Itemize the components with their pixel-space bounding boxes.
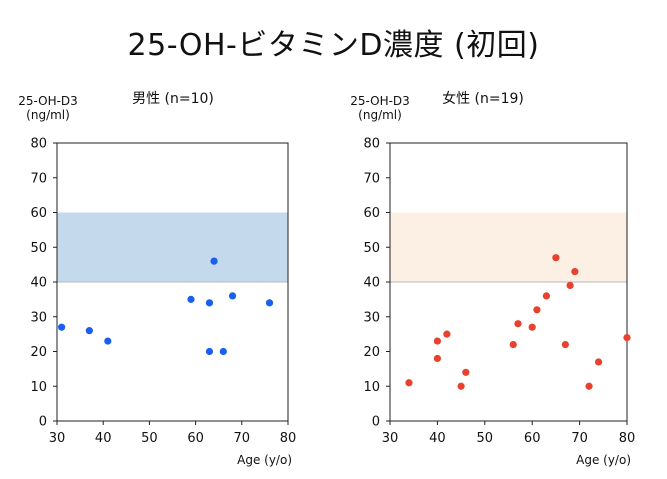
male-xtick-label: 80 (280, 431, 297, 446)
female-data-point (405, 379, 413, 387)
male-ytick-label: 50 (30, 241, 47, 256)
male-xtick-label: 40 (95, 431, 112, 446)
female-reference-band (390, 212, 627, 282)
female-data-point (528, 323, 536, 331)
male-ytick-label: 10 (30, 380, 47, 395)
male-xtick-label: 50 (141, 431, 158, 446)
male-panel-title: 男性 (n=10) (132, 91, 214, 107)
female-ytick-label: 20 (363, 345, 380, 360)
female-data-point (433, 337, 441, 345)
male-data-point (228, 292, 237, 300)
female-panel-title: 女性 (n=19) (442, 90, 524, 107)
male-data-point (187, 295, 195, 303)
male-reference-band (57, 212, 288, 282)
female-data-point (552, 254, 560, 262)
female-xtick-label: 70 (571, 431, 588, 446)
female-xtick-label: 60 (524, 431, 541, 446)
male-xtick-label: 30 (49, 431, 66, 446)
female-ytick-label: 60 (363, 206, 380, 221)
female-data-point (594, 358, 603, 366)
female-xtick-label: 50 (477, 431, 494, 446)
female-data-point (443, 330, 451, 338)
female-data-point (462, 368, 470, 376)
female-ytick-label: 10 (363, 380, 380, 395)
female-ytick-label: 40 (363, 276, 380, 291)
female-ylabel: 25-OH-D3 (350, 94, 410, 108)
male-xlabel: Age (y/o) (237, 453, 292, 467)
female-ylabel-unit: (ng/ml) (358, 108, 402, 122)
male-data-point (210, 257, 218, 265)
male-xtick-label: 60 (187, 431, 204, 446)
male-data-point (265, 299, 274, 307)
female-xtick-label: 80 (619, 431, 636, 446)
male-xtick-label: 70 (234, 431, 251, 446)
male-ylabel: 25-OH-D3 (18, 94, 78, 108)
page-title: 25-OH-ビタミンD濃度 (初回) (127, 28, 540, 63)
female-data-point (542, 292, 551, 300)
female-xtick-label: 30 (382, 431, 399, 446)
male-data-point (205, 299, 214, 307)
male-data-point (58, 323, 66, 331)
male-ytick-label: 60 (30, 206, 47, 221)
female-ytick-label: 70 (363, 171, 380, 186)
male-ytick-label: 20 (30, 345, 47, 360)
female-data-point (533, 306, 541, 314)
female-ytick-label: 50 (363, 241, 380, 256)
female-xlabel: Age (y/o) (576, 453, 631, 467)
male-data-point (104, 337, 112, 345)
male-ytick-label: 0 (39, 415, 47, 430)
male-ytick-label: 70 (30, 171, 47, 186)
male-data-point (205, 347, 214, 356)
female-data-point (571, 267, 579, 276)
male-data-point (219, 347, 227, 356)
female-data-point (561, 340, 569, 349)
female-data-point (509, 340, 517, 349)
male-ylabel-unit: (ng/ml) (26, 108, 70, 122)
female-ytick-label: 80 (363, 137, 380, 152)
female-ytick-label: 0 (372, 415, 380, 430)
female-data-point (585, 382, 593, 390)
female-data-point (457, 382, 465, 390)
female-data-point (433, 354, 441, 363)
female-data-point (623, 334, 631, 342)
male-ytick-label: 40 (30, 276, 47, 291)
male-ytick-label: 80 (30, 137, 47, 152)
female-data-point (514, 320, 522, 328)
female-ytick-label: 30 (363, 310, 380, 325)
female-xtick-label: 40 (429, 431, 446, 446)
male-ytick-label: 30 (30, 310, 47, 325)
male-data-point (85, 327, 93, 335)
female-data-point (566, 281, 574, 290)
